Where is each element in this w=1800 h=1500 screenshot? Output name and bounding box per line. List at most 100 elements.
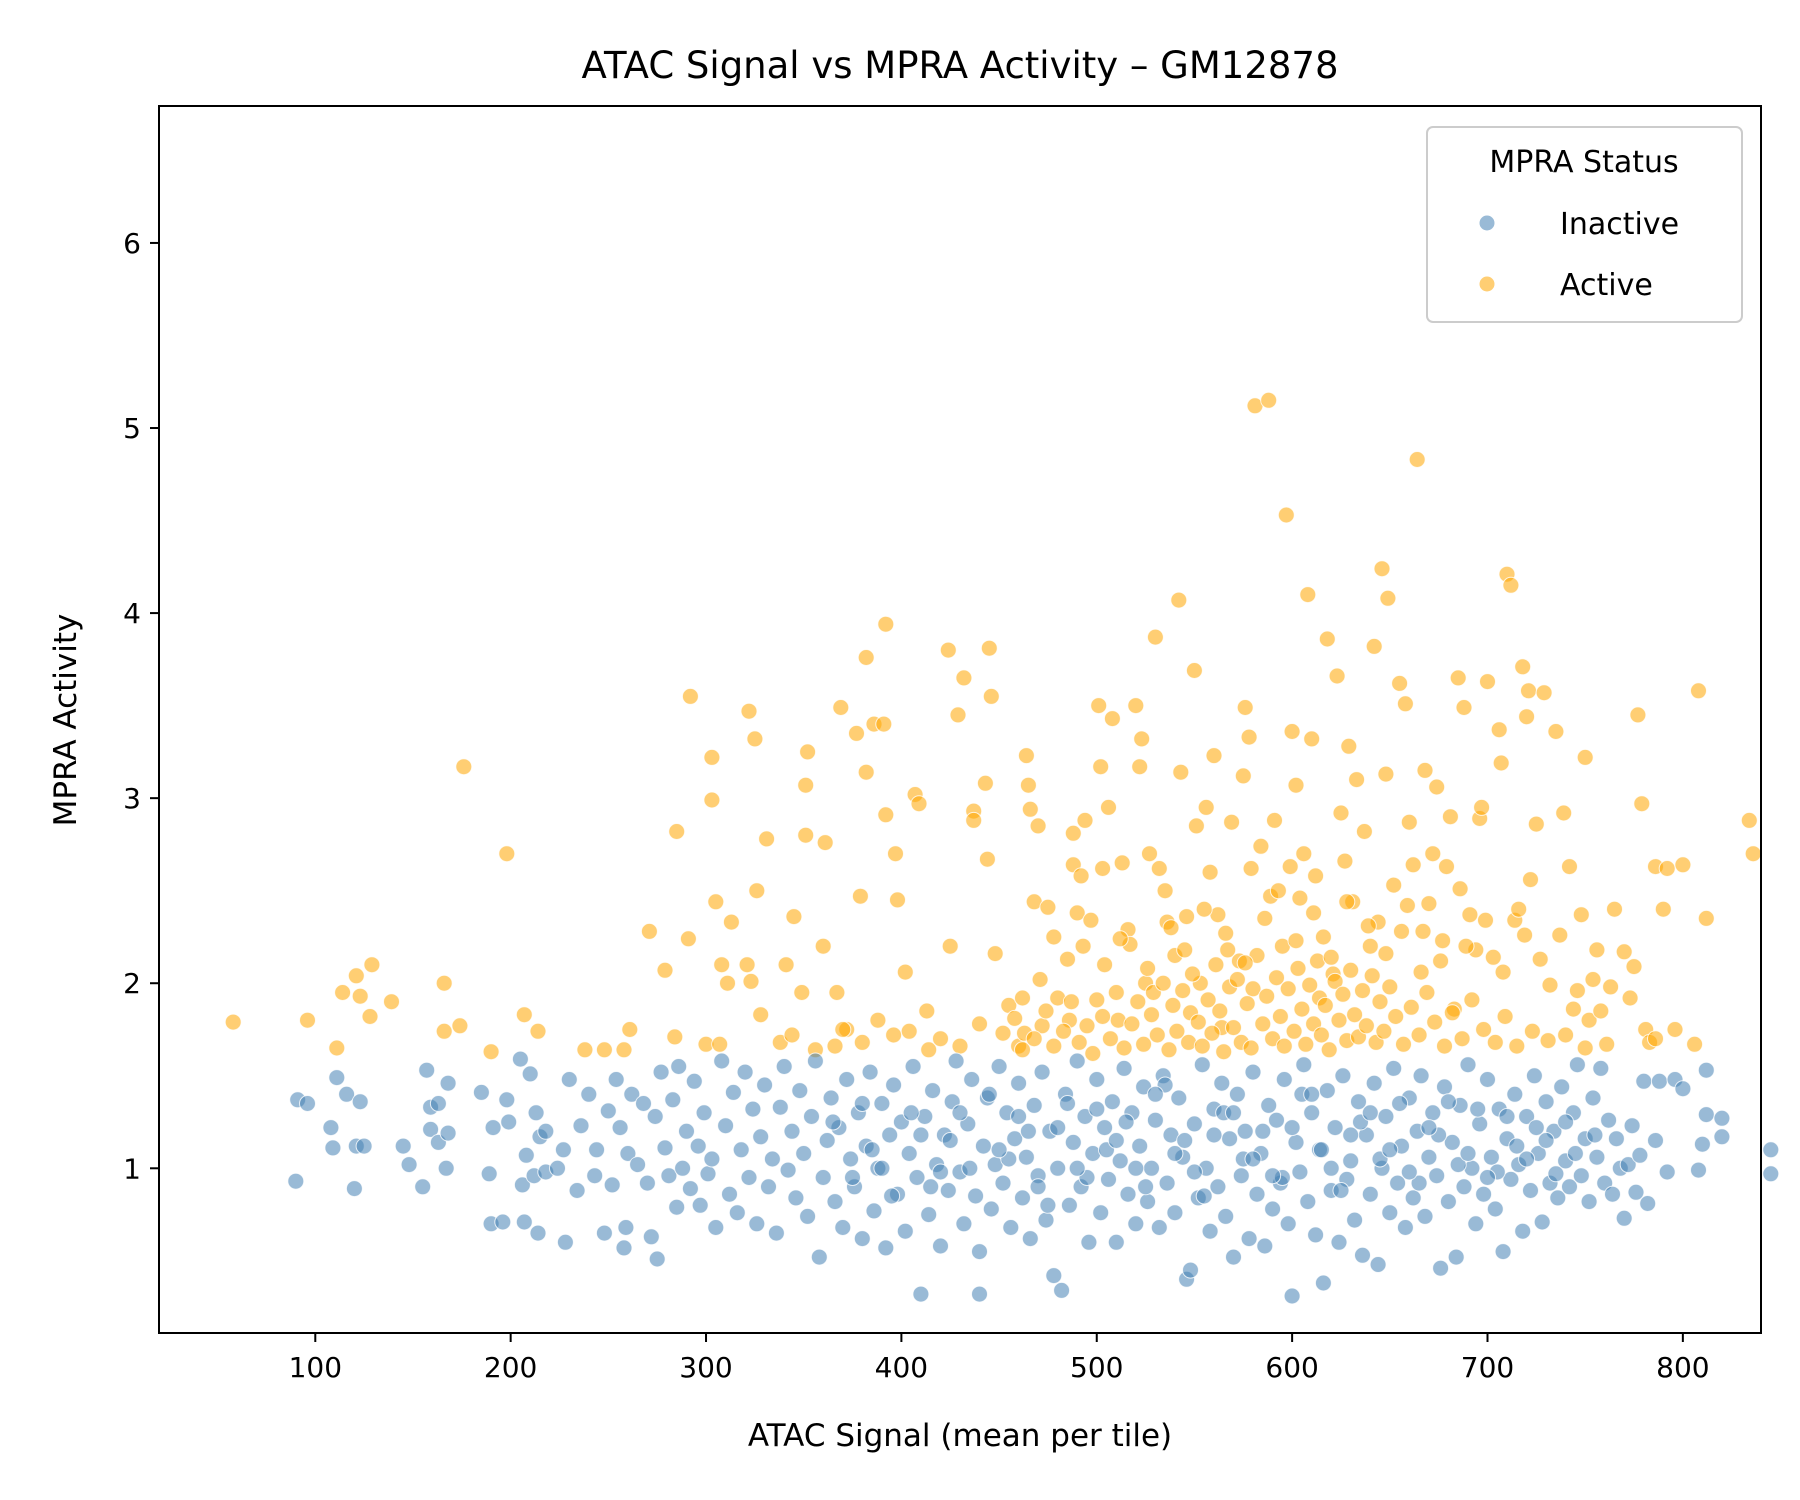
scatter-point-inactive [1213, 1074, 1231, 1092]
scatter-point-active [713, 956, 731, 974]
scatter-point-active [1514, 658, 1532, 676]
scatter-point-active [1281, 858, 1299, 876]
scatter-point-inactive [974, 1137, 992, 1155]
scatter-point-active [1103, 710, 1121, 728]
scatter-point-active [1019, 776, 1037, 794]
scatter-point-inactive [1111, 1152, 1129, 1170]
scatter-point-inactive [660, 1167, 678, 1185]
x-tick-label: 700 [1461, 1351, 1514, 1384]
scatter-point-inactive [1185, 1163, 1203, 1181]
scatter-point-active [851, 887, 869, 905]
scatter-point-active [980, 639, 998, 657]
scatter-point-active [1078, 1017, 1096, 1035]
scatter-point-active [1164, 996, 1182, 1014]
scatter-point-active [918, 1002, 936, 1020]
scatter-point-active [1055, 1022, 1072, 1040]
scatter-point-inactive [324, 1139, 342, 1157]
scatter-point-active [363, 956, 381, 974]
scatter-point-active [1633, 795, 1651, 813]
scatter-point-active [1100, 798, 1117, 816]
scatter-point-active [482, 1043, 500, 1061]
scatter-point-active [1690, 682, 1707, 700]
scatter-point-inactive [537, 1122, 555, 1140]
scatter-point-inactive [1479, 1071, 1496, 1088]
scatter-point-active [1527, 815, 1545, 833]
scatter-point-inactive [1088, 1100, 1106, 1118]
scatter-point-inactive [511, 1050, 529, 1068]
scatter-point-inactive [1236, 1122, 1254, 1140]
y-axis: 1 2 3 4 5 6 [123, 227, 159, 1185]
scatter-point-active [1014, 1041, 1031, 1059]
scatter-point-active [797, 826, 815, 844]
scatter-point-inactive [1068, 1052, 1086, 1070]
scatter-point-active [797, 776, 815, 794]
scatter-point-inactive [1385, 1059, 1403, 1077]
scatter-point-active [1234, 767, 1252, 785]
scatter-point-active [1025, 1030, 1043, 1048]
scatter-point-active [1410, 1026, 1428, 1044]
scatter-point-inactive [1107, 1233, 1125, 1251]
scatter-point-active [1387, 1008, 1405, 1025]
scatter-point-active [1135, 1035, 1153, 1053]
scatter-point-active [1461, 906, 1479, 924]
scatter-point-inactive [1697, 1106, 1715, 1124]
scatter-point-inactive [1547, 1165, 1565, 1183]
scatter-point-inactive [1283, 1119, 1301, 1137]
scatter-point-active [1269, 882, 1287, 900]
scatter-point-active [1404, 856, 1422, 874]
scatter-point-inactive [1369, 1256, 1387, 1273]
scatter-point-active [1279, 980, 1297, 998]
scatter-point-active [1531, 950, 1549, 968]
scatter-point-inactive [1623, 1117, 1641, 1135]
scatter-point-active [1621, 989, 1639, 1007]
scatter-point-inactive [1039, 1196, 1057, 1214]
scatter-point-inactive [1002, 1219, 1020, 1236]
scatter-point-inactive [1400, 1163, 1418, 1181]
scatter-point-inactive [1674, 1080, 1692, 1098]
scatter-point-active [1107, 984, 1125, 1001]
scatter-point-active [793, 984, 811, 1001]
scatter-point-active [1303, 730, 1321, 748]
scatter-point-active [1332, 804, 1350, 822]
scatter-point-active [1141, 845, 1158, 863]
scatter-point-active [1426, 1013, 1444, 1031]
scatter-point-inactive [500, 1113, 518, 1131]
scatter-point-inactive [1225, 1248, 1242, 1266]
scatter-point-inactive [721, 1185, 738, 1203]
scatter-point-inactive [767, 1224, 785, 1242]
scatter-point-active [679, 930, 697, 948]
scatter-point-active [1625, 958, 1643, 976]
scatter-point-inactive [963, 1071, 981, 1088]
scatter-point-active [1598, 1035, 1616, 1053]
scatter-point-active [1203, 1024, 1221, 1042]
scatter-point-inactive [783, 1122, 801, 1140]
scatter-point-inactive [863, 1141, 881, 1159]
scatter-point-inactive [932, 1237, 949, 1255]
scatter-point-active [1455, 699, 1473, 716]
scatter-point-active [896, 963, 914, 981]
scatter-point-inactive [588, 1141, 606, 1159]
legend-label-active: Active [1560, 268, 1653, 303]
scatter-point-active [1225, 1019, 1242, 1037]
legend-marker-inactive [1478, 214, 1496, 232]
scatter-point-inactive [1240, 1230, 1258, 1248]
scatter-point-active [1291, 889, 1309, 907]
scatter-point-inactive [1471, 1115, 1489, 1133]
scatter-point-active [435, 1022, 453, 1040]
scatter-point-inactive [787, 1189, 805, 1207]
scatter-point-inactive [527, 1104, 545, 1122]
scatter-point-inactive [1137, 1178, 1155, 1196]
scatter-point-active [1301, 976, 1319, 994]
scatter-point-active [877, 806, 895, 824]
scatter-point-active [982, 687, 1000, 705]
scatter-point-active [976, 774, 994, 792]
scatter-point-active [986, 945, 1004, 963]
scatter-point-active [1254, 1015, 1272, 1033]
scatter-point-inactive [611, 1119, 629, 1137]
scatter-point-inactive [799, 1207, 817, 1225]
scatter-point-active [1555, 804, 1573, 822]
scatter-point-inactive [1428, 1167, 1446, 1185]
scatter-point-active [1592, 1002, 1610, 1020]
scatter-point-inactive [1201, 1222, 1219, 1240]
y-axis-label: MPRA Activity [48, 614, 84, 827]
